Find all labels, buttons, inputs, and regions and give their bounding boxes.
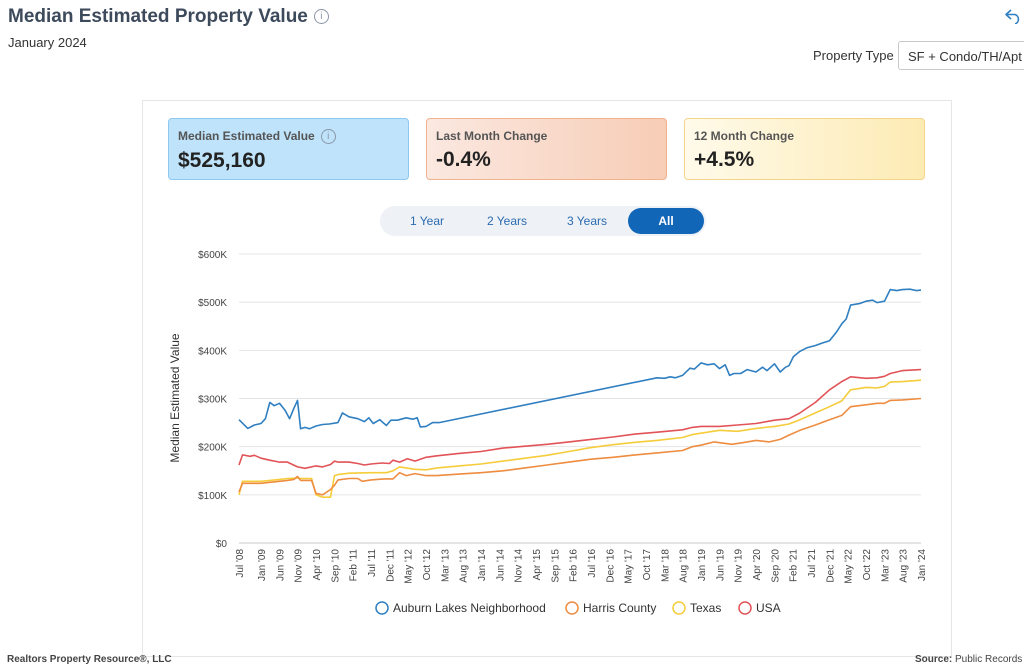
series-line-harris-county bbox=[238, 397, 922, 496]
legend-marker bbox=[375, 601, 389, 615]
x-tick-label: Mar '18 bbox=[660, 549, 671, 582]
last-month-change-card: Last Month Change -0.4% bbox=[426, 118, 667, 180]
x-tick-label: Jul '08 bbox=[235, 549, 246, 578]
legend-label: Harris County bbox=[583, 601, 656, 615]
x-tick-label: Apr '15 bbox=[532, 549, 543, 581]
x-tick-label: Apr '20 bbox=[752, 549, 763, 581]
x-tick-label: Jan '24 bbox=[917, 549, 928, 581]
y-tick-label: $300K bbox=[198, 395, 227, 406]
page-subtitle: January 2024 bbox=[8, 35, 87, 50]
x-tick-label: Jun '19 bbox=[715, 549, 726, 581]
range-2-years-button[interactable]: 2 Years bbox=[486, 214, 528, 228]
card-label: 12 Month Change bbox=[694, 129, 795, 143]
x-tick-label: Oct '22 bbox=[862, 549, 873, 581]
median-value-card: Median Estimated Value i $525,160 bbox=[168, 118, 409, 180]
x-tick-label: Jun '09 bbox=[275, 549, 286, 581]
x-tick-label: Mar '23 bbox=[880, 549, 891, 582]
page-title-text: Median Estimated Property Value bbox=[8, 6, 308, 27]
y-tick-label: $400K bbox=[198, 346, 227, 357]
twelve-month-change-card: 12 Month Change +4.5% bbox=[684, 118, 925, 180]
x-tick-label: Feb '11 bbox=[349, 549, 360, 582]
x-tick-label: May '17 bbox=[624, 549, 635, 584]
footer-source-label: Source: bbox=[915, 654, 953, 665]
card-label: Median Estimated Value i bbox=[178, 129, 399, 145]
x-tick-label: Aug '13 bbox=[459, 549, 470, 583]
x-tick-label: Jul '21 bbox=[807, 549, 818, 578]
legend-marker bbox=[565, 601, 579, 615]
card-value: -0.4% bbox=[436, 148, 491, 171]
footer-source: Source: Public Records bbox=[915, 654, 1022, 665]
card-label: Last Month Change bbox=[436, 129, 548, 143]
x-tick-label: Jun '14 bbox=[495, 549, 506, 581]
y-tick-label: $500K bbox=[198, 298, 227, 309]
series-line-usa bbox=[238, 368, 922, 470]
property-type-select[interactable]: SF + Condo/TH/Apt bbox=[898, 41, 1024, 70]
share-back-icon[interactable] bbox=[1004, 6, 1022, 24]
info-icon[interactable]: i bbox=[320, 129, 336, 145]
x-tick-label: Nov '09 bbox=[294, 549, 305, 583]
x-tick-label: Jan '14 bbox=[477, 549, 488, 581]
x-tick-label: Feb '16 bbox=[569, 549, 580, 582]
range-3-years-button[interactable]: 3 Years bbox=[566, 214, 608, 228]
series-line-auburn-lakes-neighborhood bbox=[238, 288, 922, 430]
legend-label: USA bbox=[756, 601, 781, 615]
legend-label: Auburn Lakes Neighborhood bbox=[393, 601, 546, 615]
footer-source-value: Public Records bbox=[955, 654, 1023, 665]
x-tick-label: Mar '13 bbox=[440, 549, 451, 582]
x-tick-label: Sep '20 bbox=[770, 549, 781, 583]
x-tick-label: May '22 bbox=[844, 549, 855, 584]
x-tick-label: Sep '15 bbox=[550, 549, 561, 583]
y-tick-label: $200K bbox=[198, 443, 227, 454]
info-icon[interactable]: i bbox=[313, 9, 329, 25]
y-tick-label: $100K bbox=[198, 491, 227, 502]
x-tick-label: Dec '11 bbox=[385, 549, 396, 582]
card-value: +4.5% bbox=[694, 148, 755, 171]
range-all-button[interactable]: All bbox=[628, 208, 704, 234]
y-tick-label: $600K bbox=[198, 250, 227, 261]
card-value: $525,160 bbox=[178, 149, 266, 173]
x-tick-label: Nov '19 bbox=[734, 549, 745, 583]
x-tick-label: Jan '09 bbox=[257, 549, 268, 581]
x-tick-label: Apr '10 bbox=[312, 549, 323, 581]
footer-copyright: Realtors Property Resource®, LLC bbox=[7, 654, 172, 665]
x-tick-label: Nov '14 bbox=[514, 549, 525, 583]
x-tick-label: Dec '21 bbox=[825, 549, 836, 583]
chart-panel bbox=[142, 100, 952, 657]
y-axis-label: Median Estimated Value bbox=[168, 333, 182, 463]
x-tick-label: Oct '12 bbox=[422, 549, 433, 581]
legend-marker bbox=[672, 601, 686, 615]
x-tick-label: Feb '21 bbox=[789, 549, 800, 582]
page-title: Median Estimated Property Value i bbox=[8, 6, 329, 28]
time-range-selector: 1 Year 2 Years 3 Years All bbox=[380, 206, 706, 236]
y-tick-label: $0 bbox=[216, 539, 228, 550]
property-type-label: Property Type bbox=[813, 48, 894, 63]
card-label-text: Median Estimated Value bbox=[178, 129, 315, 143]
x-tick-label: Aug '18 bbox=[679, 549, 690, 583]
legend-marker bbox=[738, 601, 752, 615]
x-tick-label: Jul '11 bbox=[367, 549, 378, 577]
x-tick-label: Sep '10 bbox=[330, 549, 341, 583]
range-1-year-button[interactable]: 1 Year bbox=[409, 214, 445, 228]
x-tick-label: May '12 bbox=[404, 549, 415, 584]
legend-label: Texas bbox=[690, 601, 721, 615]
x-tick-label: Oct '17 bbox=[642, 549, 653, 581]
x-tick-label: Jan '19 bbox=[697, 549, 708, 581]
x-tick-label: Jul '16 bbox=[587, 549, 598, 578]
x-tick-label: Dec '16 bbox=[605, 549, 616, 583]
x-tick-label: Aug '23 bbox=[899, 549, 910, 583]
